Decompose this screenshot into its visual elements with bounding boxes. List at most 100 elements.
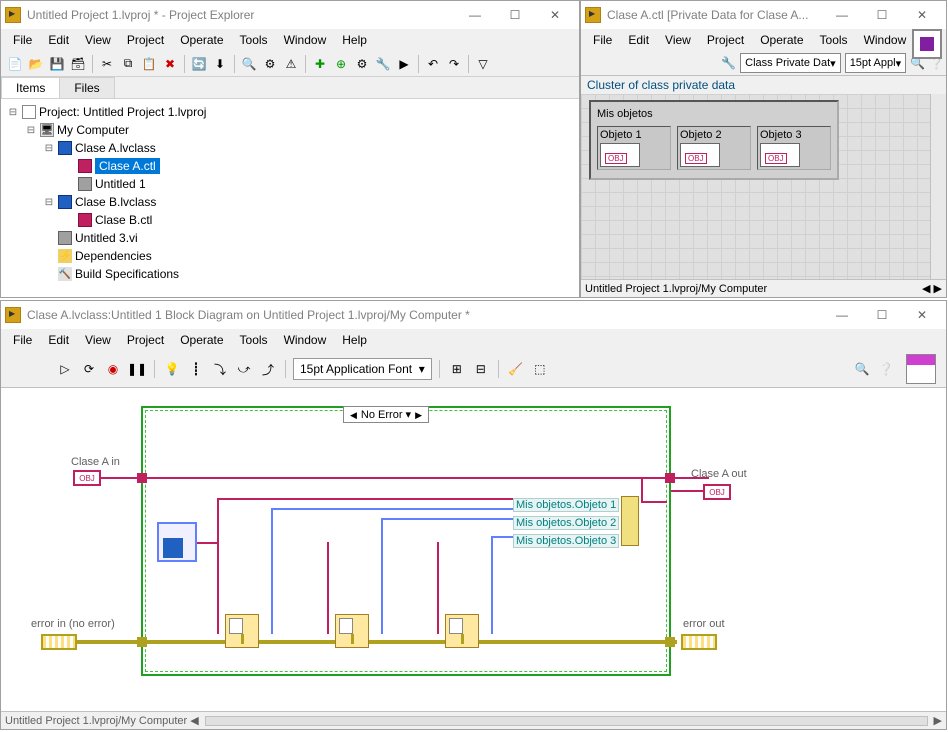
tab-items[interactable]: Items xyxy=(1,77,60,98)
tunnel[interactable] xyxy=(665,473,675,483)
tunnel[interactable] xyxy=(137,473,147,483)
terminal-class-in[interactable]: OBJ xyxy=(73,470,101,486)
minimize-button[interactable]: — xyxy=(822,303,862,327)
menu-tools[interactable]: Tools xyxy=(812,31,856,49)
minimize-button[interactable]: — xyxy=(822,3,862,27)
wrench-icon[interactable]: 🔧 xyxy=(721,56,736,70)
bundle-by-name[interactable] xyxy=(621,496,639,546)
refresh-icon[interactable]: 🔄 xyxy=(189,54,209,74)
tab-files[interactable]: Files xyxy=(59,77,114,98)
menu-project[interactable]: Project xyxy=(699,31,752,49)
bundle-item-3[interactable]: Mis objetos.Objeto 3 xyxy=(513,534,619,548)
build-icon[interactable]: 🔧 xyxy=(373,54,393,74)
gear-icon[interactable]: ⚙ xyxy=(352,54,372,74)
menu-project[interactable]: Project xyxy=(119,331,172,349)
menu-view[interactable]: View xyxy=(657,31,699,49)
terminal-error-out[interactable] xyxy=(681,634,717,650)
menu-tools[interactable]: Tools xyxy=(232,31,276,49)
wire-icon[interactable]: ┋ xyxy=(186,359,206,379)
step-over-icon[interactable]: ⤻ xyxy=(234,359,254,379)
project-tree[interactable]: ⊟Project: Untitled Project 1.lvproj ⊟🖥My… xyxy=(1,99,579,297)
add2-icon[interactable]: ⊕ xyxy=(331,54,351,74)
wire-error[interactable] xyxy=(77,640,677,644)
close-button[interactable]: ✕ xyxy=(535,3,575,27)
terminal-class-out[interactable]: OBJ xyxy=(703,484,731,500)
font-select[interactable]: 15pt Appl ▾ xyxy=(845,53,906,73)
new-icon[interactable]: 📄 xyxy=(5,54,25,74)
titlebar[interactable]: Clase A.lvclass:Untitled 1 Block Diagram… xyxy=(1,301,946,329)
wire-ref[interactable] xyxy=(381,518,383,634)
connector-pane[interactable] xyxy=(910,29,944,59)
distribute-icon[interactable]: ⊟ xyxy=(471,359,491,379)
menu-tools[interactable]: Tools xyxy=(232,331,276,349)
menu-edit[interactable]: Edit xyxy=(40,331,77,349)
delete-icon[interactable]: ✖ xyxy=(160,54,180,74)
maximize-button[interactable]: ☐ xyxy=(495,3,535,27)
control-type-select[interactable]: Class Private Dat ▾ xyxy=(740,53,841,73)
wire-err[interactable] xyxy=(351,634,354,644)
menu-operate[interactable]: Operate xyxy=(172,31,231,49)
help-icon[interactable]: ❔ xyxy=(876,359,896,379)
wire-err[interactable] xyxy=(461,634,464,644)
tunnel-err[interactable] xyxy=(665,637,675,647)
run-button[interactable]: ▷ xyxy=(55,359,75,379)
tree-untitled1[interactable]: Untitled 1 xyxy=(95,177,146,191)
copy-icon[interactable]: ⧉ xyxy=(118,54,138,74)
wire-err[interactable] xyxy=(241,634,244,644)
menu-edit[interactable]: Edit xyxy=(40,31,77,49)
tree-untitled3[interactable]: Untitled 3.vi xyxy=(75,231,138,245)
menu-file[interactable]: File xyxy=(5,31,40,49)
maximize-button[interactable]: ☐ xyxy=(862,3,902,27)
filter-icon[interactable]: ▽ xyxy=(473,54,493,74)
wire-class-v[interactable] xyxy=(641,477,643,503)
wire-class-h[interactable] xyxy=(641,501,667,503)
reorder-icon[interactable]: ⬚ xyxy=(530,359,550,379)
tree-class-a-ctl[interactable]: Clase A.ctl xyxy=(95,158,160,174)
wire-ref[interactable] xyxy=(271,508,513,510)
minimize-button[interactable]: — xyxy=(455,3,495,27)
align-icon[interactable]: ⊞ xyxy=(447,359,467,379)
block-diagram-canvas[interactable]: No Error ▾ Clase A in OBJ Clase A out OB… xyxy=(1,388,946,729)
tree-mycomputer[interactable]: My Computer xyxy=(57,123,129,137)
menu-project[interactable]: Project xyxy=(119,31,172,49)
pause-button[interactable]: ❚❚ xyxy=(127,359,147,379)
menu-window[interactable]: Window xyxy=(856,31,915,49)
wire-class-out[interactable] xyxy=(671,490,703,492)
menu-view[interactable]: View xyxy=(77,331,119,349)
close-button[interactable]: ✕ xyxy=(902,3,942,27)
front-panel[interactable]: Mis objetos Objeto 1 Objeto 2 Objeto 3 xyxy=(581,94,930,279)
wire-class[interactable] xyxy=(101,477,709,479)
tunnel-err[interactable] xyxy=(137,637,147,647)
tree-class-b[interactable]: Clase B.lvclass xyxy=(75,195,156,209)
warn-icon[interactable]: ⚠ xyxy=(281,54,301,74)
abort-button[interactable]: ◉ xyxy=(103,359,123,379)
obj-slot-2[interactable]: Objeto 2 xyxy=(677,126,751,170)
redo-icon[interactable]: ↷ xyxy=(444,54,464,74)
scrollbar-v[interactable] xyxy=(930,94,946,279)
highlight-icon[interactable]: 💡 xyxy=(162,359,182,379)
wire-ref[interactable] xyxy=(381,518,513,520)
scrollbar-h[interactable] xyxy=(205,716,928,726)
find-icon[interactable]: 🔍 xyxy=(239,54,259,74)
menu-file[interactable]: File xyxy=(585,31,620,49)
close-button[interactable]: ✕ xyxy=(902,303,942,327)
wire[interactable] xyxy=(437,542,439,634)
step-out-icon[interactable]: ⤴ xyxy=(258,359,278,379)
maximize-button[interactable]: ☐ xyxy=(862,303,902,327)
vi-icon-editor[interactable] xyxy=(906,354,936,384)
menu-edit[interactable]: Edit xyxy=(620,31,657,49)
menu-window[interactable]: Window xyxy=(276,31,335,49)
tree-class-a[interactable]: Clase A.lvclass xyxy=(75,141,156,155)
step-into-icon[interactable]: ⤵ xyxy=(210,359,230,379)
tree-project[interactable]: Project: Untitled Project 1.lvproj xyxy=(39,105,206,119)
menu-view[interactable]: View xyxy=(77,31,119,49)
bundle-item-2[interactable]: Mis objetos.Objeto 2 xyxy=(513,516,619,530)
menu-help[interactable]: Help xyxy=(334,31,375,49)
titlebar[interactable]: Untitled Project 1.lvproj * - Project Ex… xyxy=(1,1,579,29)
open-icon[interactable]: 📂 xyxy=(26,54,46,74)
obj-slot-1[interactable]: Objeto 1 xyxy=(597,126,671,170)
obj-slot-3[interactable]: Objeto 3 xyxy=(757,126,831,170)
deploy-icon[interactable]: ⬇ xyxy=(210,54,230,74)
menu-operate[interactable]: Operate xyxy=(172,331,231,349)
tree-deps[interactable]: Dependencies xyxy=(75,249,152,263)
